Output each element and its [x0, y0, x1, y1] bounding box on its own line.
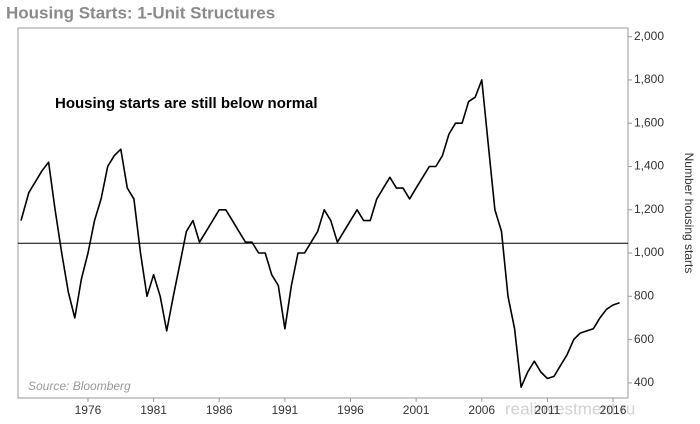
series-line	[20, 79, 620, 388]
y-tick-label: 1,400	[634, 159, 664, 173]
plot-frame	[17, 27, 629, 399]
x-tick-label: 1996	[337, 403, 364, 417]
y-tick-label: 1,800	[634, 72, 664, 86]
y-tick-label: 800	[634, 288, 654, 302]
y-tick-label: 2,000	[634, 29, 664, 43]
y-tick-label: 1,200	[634, 202, 664, 216]
y-tick-label: 600	[634, 332, 654, 346]
x-tick-label: 1986	[206, 403, 233, 417]
x-tick-label: 1981	[140, 403, 167, 417]
x-tick-label: 1976	[75, 403, 102, 417]
x-tick-label: 2006	[468, 403, 495, 417]
watermark: realinvestment.ru	[505, 399, 635, 418]
y-tick-label: 1,600	[634, 115, 664, 129]
y-tick-label: 1,000	[634, 245, 664, 259]
chart-title: Housing Starts: 1-Unit Structures	[6, 3, 275, 22]
annotation: Housing starts are still below normal	[55, 95, 318, 112]
x-tick-label: 2001	[403, 403, 430, 417]
x-tick-label: 1991	[272, 403, 299, 417]
source-note: Source: Bloomberg	[28, 379, 131, 393]
y-tick-label: 400	[634, 375, 654, 389]
y-axis-label: Number housing starts	[682, 153, 696, 274]
x-tick-label: 2011	[534, 403, 560, 417]
x-tick-label: 2016	[600, 403, 627, 417]
